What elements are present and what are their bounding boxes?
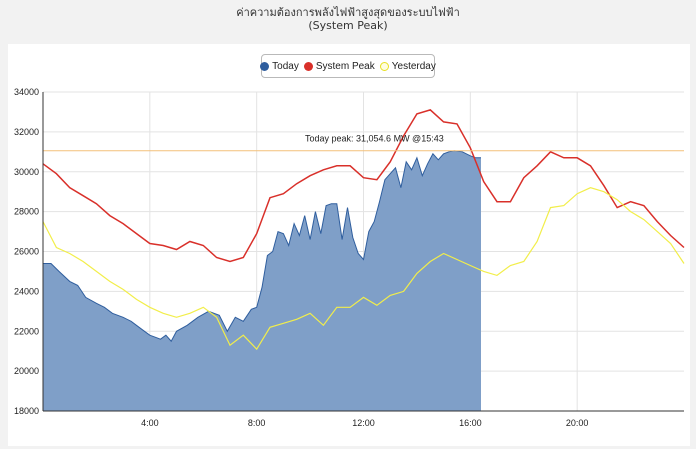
y-tick-label-30000: 30000 (14, 167, 39, 177)
x-tick-label-20: 20:00 (566, 418, 589, 428)
y-tick-label-18000: 18000 (14, 406, 39, 416)
y-tick-label-22000: 22000 (14, 326, 39, 336)
series-line-yesterday (42, 187, 685, 351)
legend-dot-today (260, 61, 270, 71)
y-tick-label-20000: 20000 (14, 366, 39, 376)
legend-label-yesterday: Yesterday (391, 60, 436, 72)
series-line-system-peak (42, 109, 685, 263)
chart-title-line2: (System Peak) (308, 19, 388, 32)
legend-item-today[interactable]: Today (260, 61, 299, 72)
legend-dot-system-peak (303, 61, 313, 71)
x-tick-label-4: 4:00 (141, 418, 159, 428)
x-tick-label-12: 12:00 (352, 418, 375, 428)
chart-legend: Today System Peak Yesterday (260, 54, 436, 78)
y-tick-label-24000: 24000 (14, 286, 39, 296)
chart-title: ค่าความต้องการพลังไฟฟ้าสูงสุดของระบบไฟฟ้… (0, 6, 696, 32)
today-peak-label: Today peak: 31,054.6 MW @15:43 (305, 134, 444, 144)
series-area-today (43, 150, 481, 411)
x-tick-label-16: 16:00 (459, 418, 482, 428)
y-tick-label-26000: 26000 (14, 247, 39, 257)
series-line-today (43, 150, 481, 343)
x-tick-label-8: 8:00 (248, 418, 266, 428)
legend-item-yesterday[interactable]: Yesterday (379, 60, 436, 72)
y-tick-label-32000: 32000 (14, 127, 39, 137)
legend-item-system-peak[interactable]: System Peak (303, 60, 375, 72)
legend-dot-yesterday (379, 61, 389, 71)
y-tick-label-28000: 28000 (14, 207, 39, 217)
chart-title-line1: ค่าความต้องการพลังไฟฟ้าสูงสุดของระบบไฟฟ้… (236, 6, 460, 19)
legend-label-today: Today (272, 60, 299, 72)
legend-label-system-peak: System Peak (315, 60, 375, 72)
y-tick-label-34000: 34000 (14, 87, 39, 97)
